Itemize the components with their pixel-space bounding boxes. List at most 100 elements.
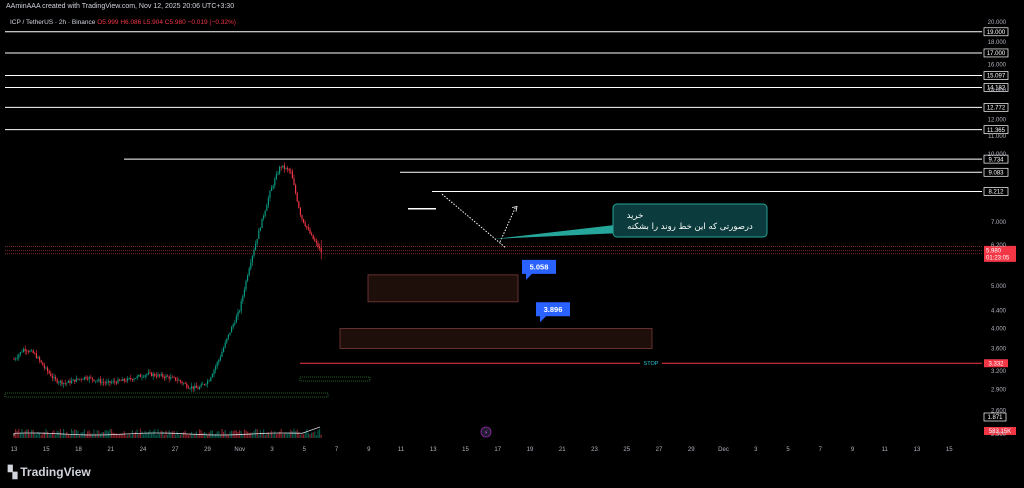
volume-bar: [64, 434, 66, 438]
candle: [27, 349, 29, 354]
volume-bar: [243, 429, 245, 438]
time-axis-tick: 29: [688, 447, 695, 453]
candle: [235, 313, 237, 323]
volume-bar: [282, 433, 284, 438]
credit-text: AAminAAA created with TradingView.com, N…: [6, 3, 235, 10]
volume-bar: [144, 430, 146, 438]
volume-bar: [274, 431, 276, 438]
candle: [48, 369, 50, 375]
volume-bar: [179, 434, 181, 438]
candle: [194, 382, 196, 392]
volume-bar: [19, 432, 21, 438]
volume-bar: [299, 435, 301, 438]
candle: [34, 351, 36, 355]
candle: [178, 378, 180, 381]
candle: [15, 356, 17, 362]
volume-bar: [83, 429, 85, 438]
volume-bar: [199, 429, 201, 438]
volume-bar: [304, 432, 306, 438]
volume-bar: [75, 429, 77, 438]
candle: [162, 372, 164, 380]
volume-bar: [151, 433, 153, 438]
breakout-arrowhead: [511, 205, 518, 212]
tradingview-logo[interactable]: ▚ TradingView: [8, 465, 91, 479]
candle: [18, 353, 20, 361]
price-axis-tick: 3.600: [991, 347, 1007, 353]
candle: [135, 377, 137, 380]
candle: [91, 377, 93, 383]
candle: [147, 369, 149, 376]
time-axis-tick: 11: [882, 447, 889, 453]
candle: [280, 165, 282, 171]
volume-bar: [267, 432, 269, 438]
candle: [296, 191, 298, 203]
candle: [88, 375, 90, 383]
volume-tag: 1.871: [983, 412, 1007, 422]
candle: [51, 373, 53, 382]
candle: [23, 347, 25, 353]
candle: [122, 376, 124, 381]
volume-bar: [104, 430, 106, 438]
candle: [186, 382, 188, 390]
volume-bar: [133, 433, 135, 438]
candle: [176, 376, 178, 384]
volume-bar: [277, 433, 279, 438]
volume-bar: [181, 432, 183, 438]
candle: [317, 240, 319, 250]
time-axis-tick: 27: [172, 447, 179, 453]
level-tag: 17.000: [983, 48, 1009, 58]
time-axis-tick: 7: [819, 447, 823, 453]
time-axis-tick: 19: [527, 447, 534, 453]
volume-bar: [32, 429, 34, 438]
header-bar: AAminAAA created with TradingView.com, N…: [0, 0, 1024, 12]
candle: [141, 374, 143, 381]
candle: [288, 168, 290, 174]
candle: [223, 346, 225, 353]
volume-bar: [127, 435, 129, 438]
volume-bar: [16, 430, 18, 438]
candle: [275, 171, 277, 181]
volume-bar: [112, 432, 114, 438]
candle: [80, 377, 82, 383]
volume-bar: [242, 435, 244, 438]
candle: [103, 378, 105, 386]
candle: [31, 348, 33, 352]
volume-bar: [253, 430, 255, 438]
time-axis-tick: 15: [946, 447, 953, 453]
volume-bar: [53, 430, 55, 438]
candle: [184, 381, 186, 385]
volume-bar: [259, 430, 261, 438]
candle: [309, 226, 311, 235]
level-tag: 19.000: [983, 27, 1009, 37]
chart-area[interactable]: 5.058 3.896 19.000 17.000 15.097 14.182 12.77…: [0, 0, 1024, 455]
price-axis-tick: 2.900: [991, 388, 1007, 394]
level-tag: 14.182: [983, 83, 1009, 92]
candle: [139, 373, 141, 378]
volume-bar: [152, 430, 154, 438]
zone-label: 5.058: [530, 262, 549, 271]
candle: [29, 349, 31, 353]
volume-bar: [85, 434, 87, 438]
time-axis-tick: 23: [591, 447, 598, 453]
time-axis-tick: Dec: [718, 447, 729, 453]
volume-bar: [264, 435, 266, 438]
volume-bar: [40, 435, 42, 438]
candle: [104, 380, 106, 386]
time-axis-tick: 13: [430, 447, 437, 453]
candle: [53, 373, 55, 382]
time-axis-tick: 3: [754, 447, 758, 453]
symbol-title[interactable]: ICP / TetherUS · 2h · Binance: [10, 19, 96, 26]
candle: [272, 184, 274, 190]
candle: [261, 218, 263, 228]
volume-bar: [109, 428, 111, 438]
level-tag: 11.365: [983, 125, 1009, 134]
symbol-legend[interactable]: ICP / TetherUS · 2h · Binance O5.999 H6.…: [10, 19, 236, 26]
candle: [219, 354, 221, 362]
candle: [290, 167, 292, 175]
candle: [248, 266, 250, 277]
volume-bar: [138, 434, 140, 438]
volume-bar: [211, 430, 213, 438]
volume-bar: [163, 435, 165, 438]
level-tag: 12.772: [983, 103, 1009, 112]
